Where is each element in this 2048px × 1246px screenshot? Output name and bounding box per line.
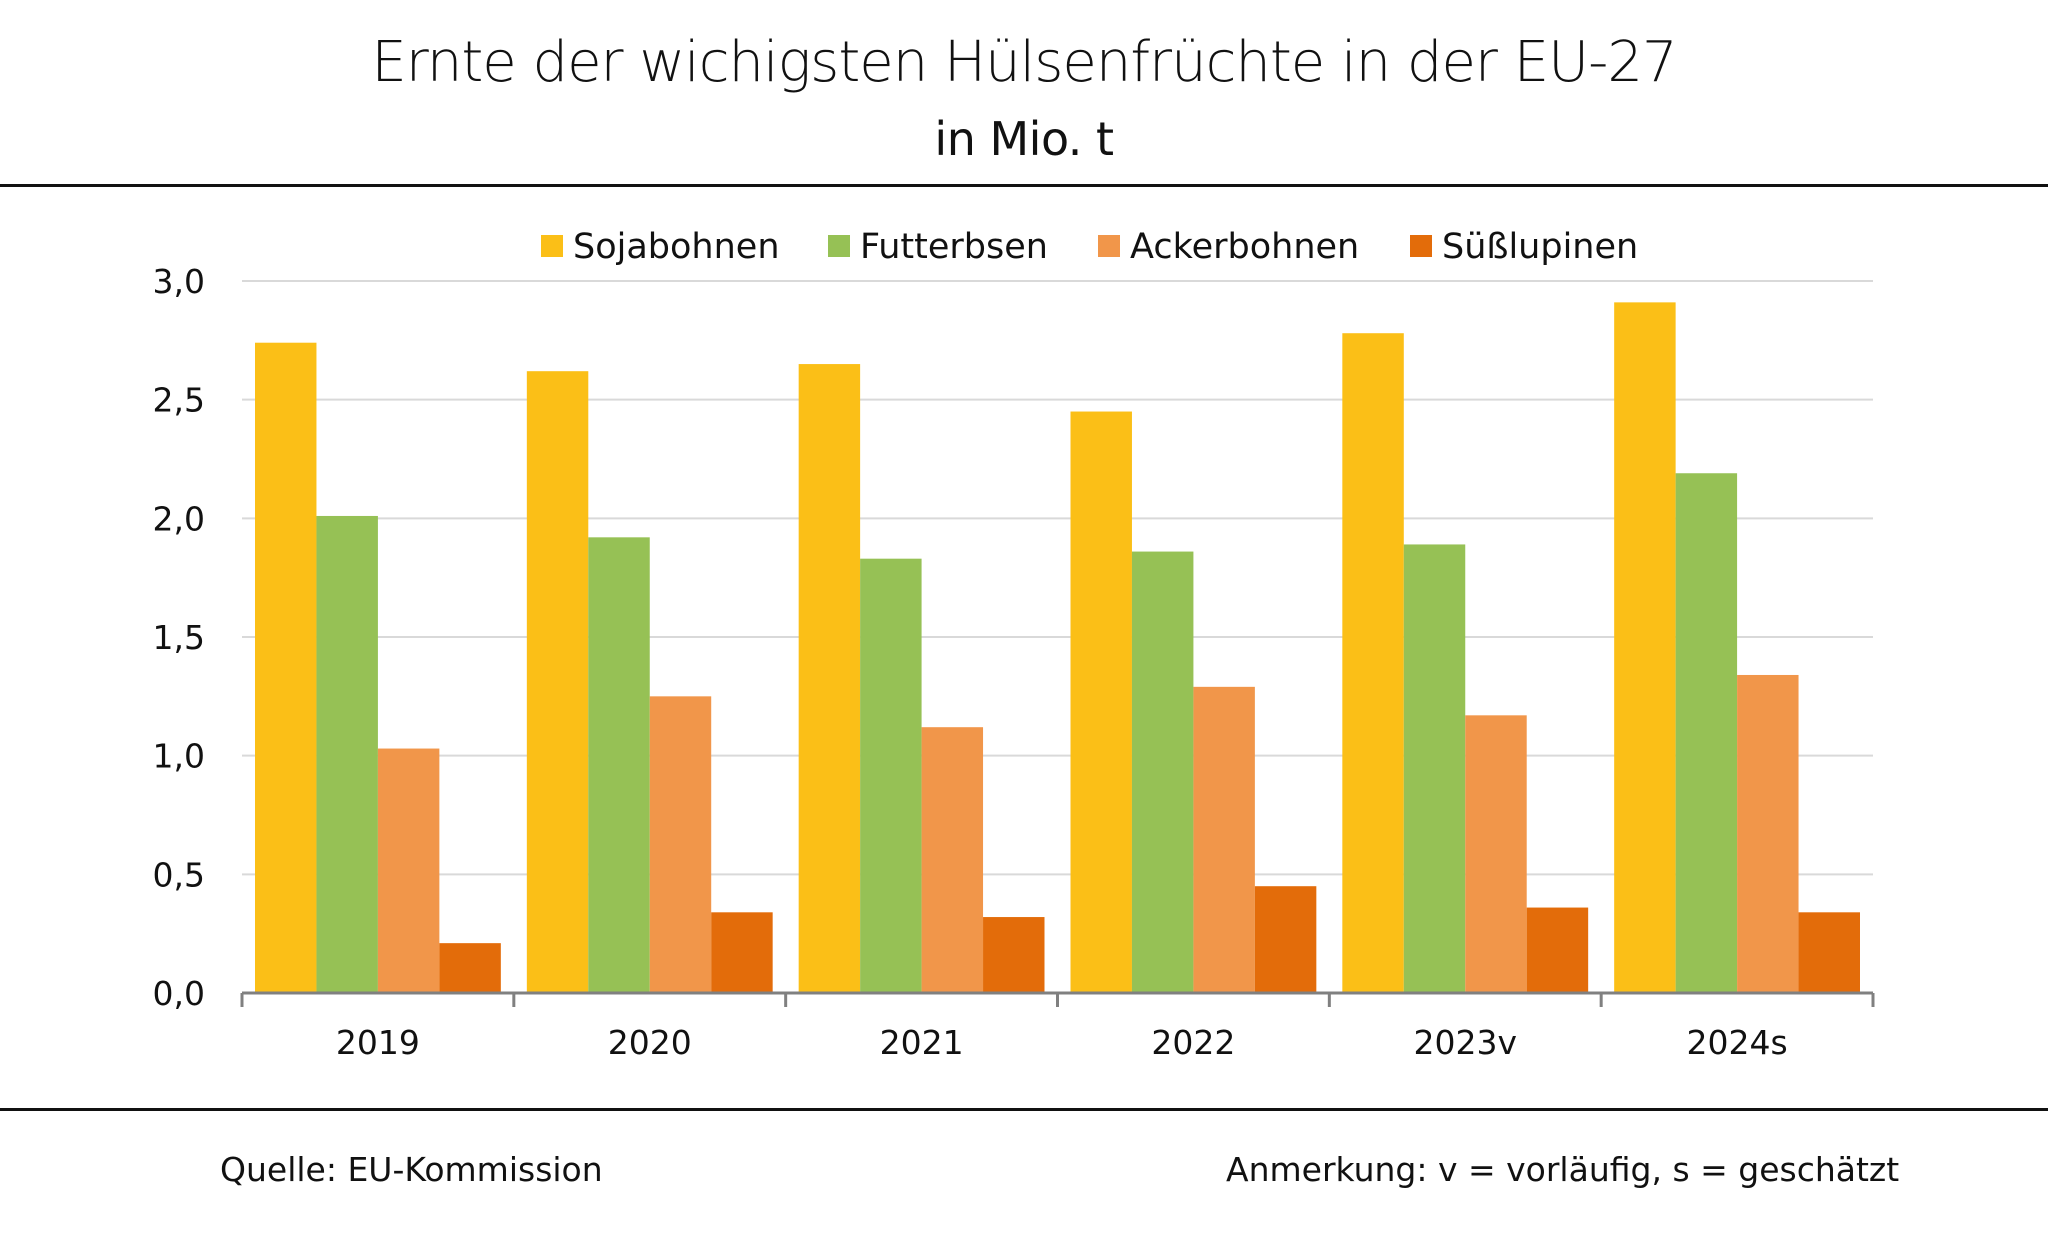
legend-label: Ackerbohnen (1130, 227, 1359, 267)
legend-swatch (1410, 235, 1432, 257)
legend-item-sojabohnen: Sojabohnen (541, 227, 780, 267)
bar-süßlupinen-2023v (1526, 907, 1589, 993)
bar-sojabohnen-2023v (1342, 333, 1404, 993)
bar-futterbsen-2021 (860, 558, 922, 993)
bar-süßlupinen-2022 (1254, 886, 1317, 993)
source-note: Quelle: EU-Kommission (220, 1150, 603, 1189)
bar-süßlupinen-2019 (439, 943, 501, 993)
bar-süßlupinen-2020 (711, 912, 773, 993)
x-tick-label: 2023v (1413, 1023, 1517, 1062)
x-tick-label: 2022 (1151, 1023, 1235, 1062)
bars (255, 302, 1860, 994)
bar-futterbsen-2022 (1131, 551, 1194, 993)
bar-süßlupinen-2021 (983, 917, 1045, 993)
bar-futterbsen-2023v (1403, 544, 1466, 993)
y-tick-label: 1,0 (153, 737, 205, 776)
bar-futterbsen-2019 (316, 515, 378, 993)
x-axis: 2019 2020 2021 2022 2023v 2024s (240, 991, 1875, 1062)
bar-futterbsen-2020 (588, 537, 650, 993)
bar-ackerbohnen-2024s (1737, 674, 1799, 993)
legend-swatch (1098, 235, 1120, 257)
chart-title: Ernte der wichigsten Hülsenfrüchte in de… (371, 30, 1677, 95)
x-tick-label: 2020 (608, 1023, 692, 1062)
legend-swatch (541, 235, 563, 257)
bar-süßlupinen-2024s (1798, 912, 1860, 993)
bar-ackerbohnen-2022 (1193, 686, 1255, 993)
top-divider (0, 184, 2048, 187)
bar-sojabohnen-2019 (255, 342, 317, 993)
y-axis: 0,0 0,5 1,0 1,5 2,0 2,5 3,0 (153, 262, 205, 1013)
annotation-note: Anmerkung: v = vorläufig, s = geschätzt (1226, 1150, 1900, 1189)
legend-label: Futterbsen (860, 227, 1048, 267)
legend-swatch (828, 235, 850, 257)
legend-item-ackerbohnen: Ackerbohnen (1098, 227, 1359, 267)
x-tick-label: 2024s (1686, 1023, 1787, 1062)
bar-sojabohnen-2022 (1070, 411, 1132, 993)
bar-ackerbohnen-2023v (1465, 715, 1527, 993)
gridlines (242, 280, 1873, 876)
bar-ackerbohnen-2020 (649, 696, 712, 993)
legend: Sojabohnen Futterbsen Ackerbohnen Süßlupine… (541, 227, 1638, 267)
chart-subtitle: in Mio. t (934, 112, 1114, 166)
x-tick-label: 2021 (880, 1023, 964, 1062)
legend-label: Sojabohnen (573, 227, 780, 267)
bar-sojabohnen-2021 (798, 364, 861, 994)
y-tick-label: 2,0 (153, 499, 205, 538)
y-tick-label: 0,5 (153, 855, 205, 894)
bottom-divider (0, 1108, 2048, 1111)
bar-ackerbohnen-2019 (377, 748, 440, 993)
bar-ackerbohnen-2021 (921, 727, 984, 993)
y-tick-label: 3,0 (153, 262, 205, 301)
y-tick-label: 1,5 (153, 618, 205, 657)
bar-futterbsen-2024s (1675, 473, 1738, 993)
y-tick-label: 2,5 (153, 381, 205, 420)
legend-item-futterbsen: Futterbsen (828, 227, 1048, 267)
legend-label: Süßlupinen (1442, 227, 1638, 267)
legend-item-süßlupinen: Süßlupinen (1410, 227, 1638, 267)
bar-sojabohnen-2024s (1614, 302, 1676, 993)
x-tick-label: 2019 (336, 1023, 420, 1062)
y-tick-label: 0,0 (153, 974, 205, 1013)
bar-sojabohnen-2020 (526, 371, 589, 994)
